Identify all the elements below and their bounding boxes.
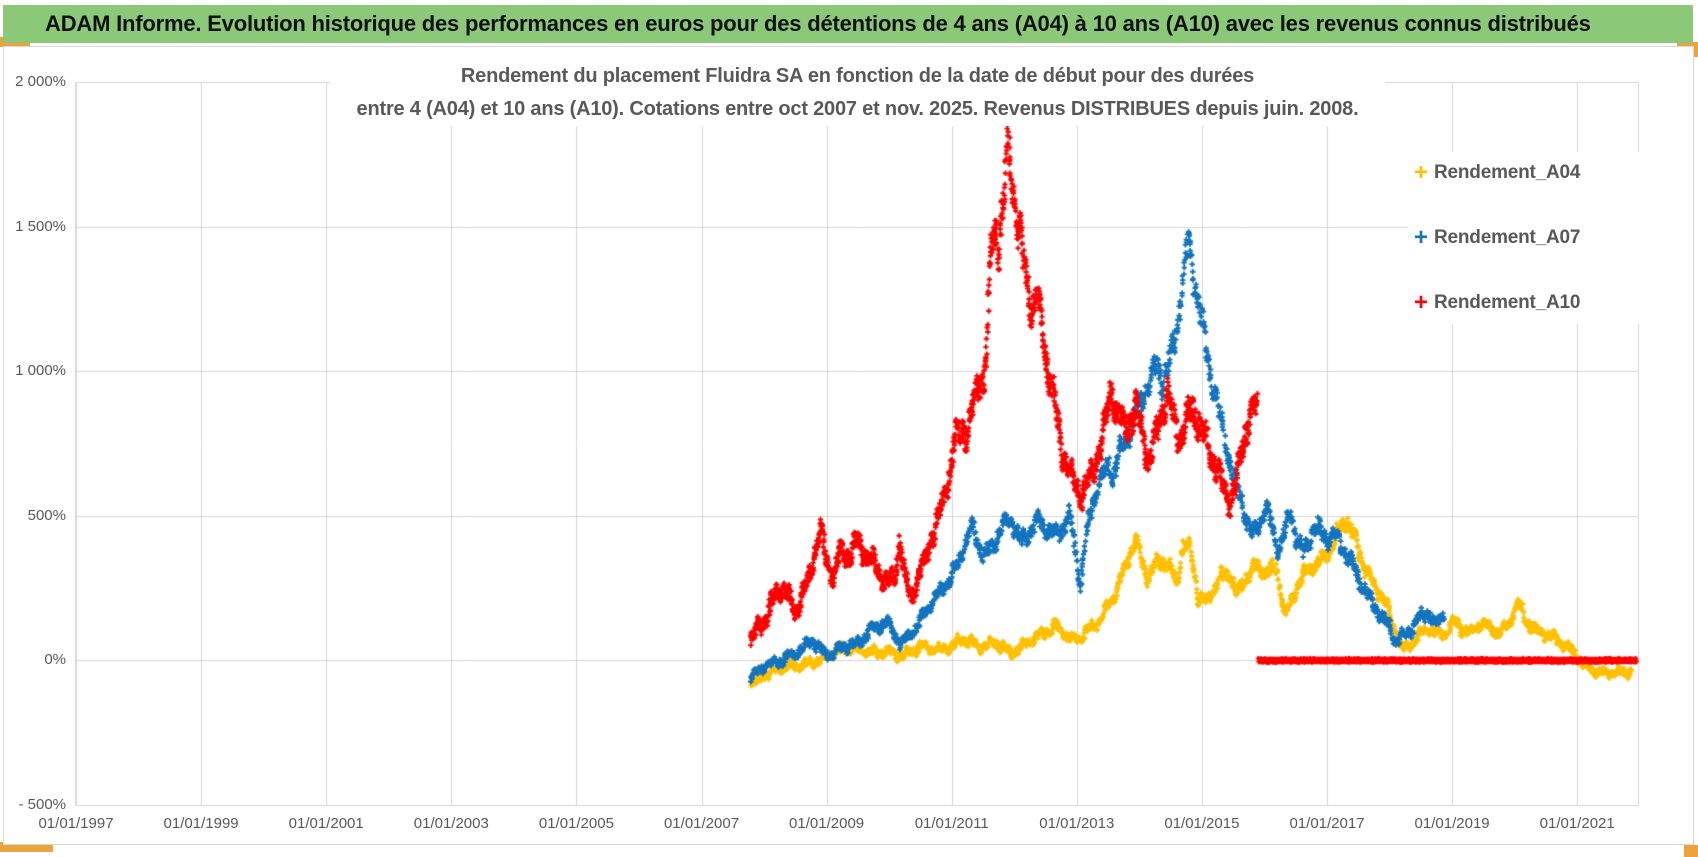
y-tick-label: - 500% <box>18 796 66 813</box>
x-tick-label: 01/01/2017 <box>1289 815 1365 832</box>
legend-item-rendement-a04[interactable]: + Rendement_A04 <box>1408 160 1640 186</box>
chart-title: Rendement du placement Fluidra SA en fon… <box>330 60 1385 126</box>
plus-marker-icon: + <box>1413 159 1428 186</box>
y-tick-label: 2 000% <box>15 73 66 90</box>
y-tick-label: 500% <box>27 506 66 524</box>
x-tick-label: 01/01/1999 <box>163 815 239 832</box>
x-tick-label: 01/01/2007 <box>663 815 740 832</box>
x-tick-label: 01/01/2009 <box>789 815 865 832</box>
x-tick-label: 01/01/2015 <box>1164 815 1240 832</box>
x-tick-label: 01/01/2003 <box>413 815 489 832</box>
plus-marker-icon: + <box>1413 289 1428 316</box>
legend-label-a10: Rendement_A10 <box>1434 292 1581 313</box>
x-tick-label: 01/01/2013 <box>1039 815 1115 832</box>
legend-item-rendement-a10[interactable]: + Rendement_A10 <box>1408 290 1640 316</box>
x-tick-label: 01/01/2011 <box>914 815 989 832</box>
legend: + Rendement_A04 + Rendement_A07 + Rendem… <box>1408 152 1640 324</box>
x-axis-labels: 01/01/1997 01/01/1999 01/01/2001 01/01/2003… <box>0 815 1698 845</box>
legend-label-a04: Rendement_A04 <box>1434 162 1581 183</box>
plus-marker-icon: + <box>1413 224 1428 251</box>
legend-label-a07: Rendement_A07 <box>1434 227 1581 248</box>
y-axis-labels: 2 000% 1 500% 1 000% 500% 0% - 500% <box>0 0 66 857</box>
y-tick-label: 1 500% <box>15 217 66 235</box>
chart-title-line1: Rendement du placement Fluidra SA en fon… <box>460 65 1255 87</box>
chart-title-line2: entre 4 (A04) et 10 ans (A10). Cotations… <box>356 98 1359 120</box>
x-tick-label: 01/01/1997 <box>38 815 114 832</box>
x-tick-label: 01/01/2019 <box>1414 815 1490 832</box>
x-tick-label: 01/01/2005 <box>538 815 614 832</box>
x-tick-label: 01/01/2021 <box>1539 815 1615 832</box>
y-tick-label: 1 000% <box>15 362 66 380</box>
legend-item-rendement-a07[interactable]: + Rendement_A07 <box>1408 225 1640 251</box>
y-tick-label: 0% <box>44 651 66 669</box>
x-tick-label: 01/01/2001 <box>288 815 364 832</box>
